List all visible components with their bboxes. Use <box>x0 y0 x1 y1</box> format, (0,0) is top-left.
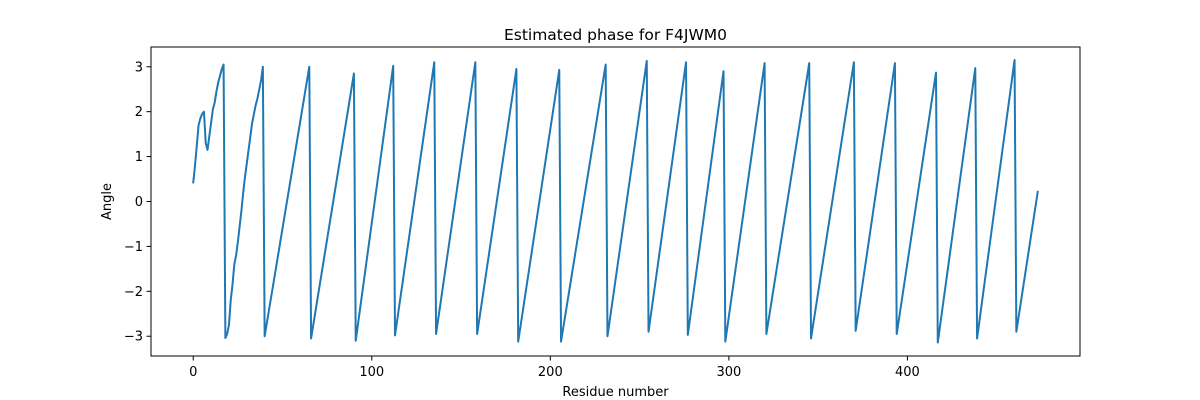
y-tick-label: −2 <box>124 285 143 300</box>
plot-area-frame <box>150 46 1081 357</box>
y-tick-label: 0 <box>135 195 143 210</box>
x-tick-label: 0 <box>189 365 197 380</box>
x-axis-label: Residue number <box>562 385 669 400</box>
y-tick-label: −1 <box>124 240 143 255</box>
x-tick-label: 200 <box>538 365 563 380</box>
x-tick-label: 400 <box>895 365 920 380</box>
y-tick-label: −3 <box>124 330 143 345</box>
axis-ticks: 0 100 200 300 400 −3 −2 −1 0 1 2 3 <box>124 60 920 380</box>
phase-series-line <box>192 59 1039 344</box>
x-tick-label: 100 <box>359 365 384 380</box>
y-tick-label: 3 <box>135 60 143 75</box>
x-tick-label: 300 <box>716 365 741 380</box>
y-tick-label: 1 <box>135 150 143 165</box>
y-tick-label: 2 <box>135 105 143 120</box>
plot-series <box>192 59 1039 344</box>
y-axis-label: Angle <box>100 183 115 220</box>
chart-title: Estimated phase for F4JWM0 <box>504 26 727 44</box>
